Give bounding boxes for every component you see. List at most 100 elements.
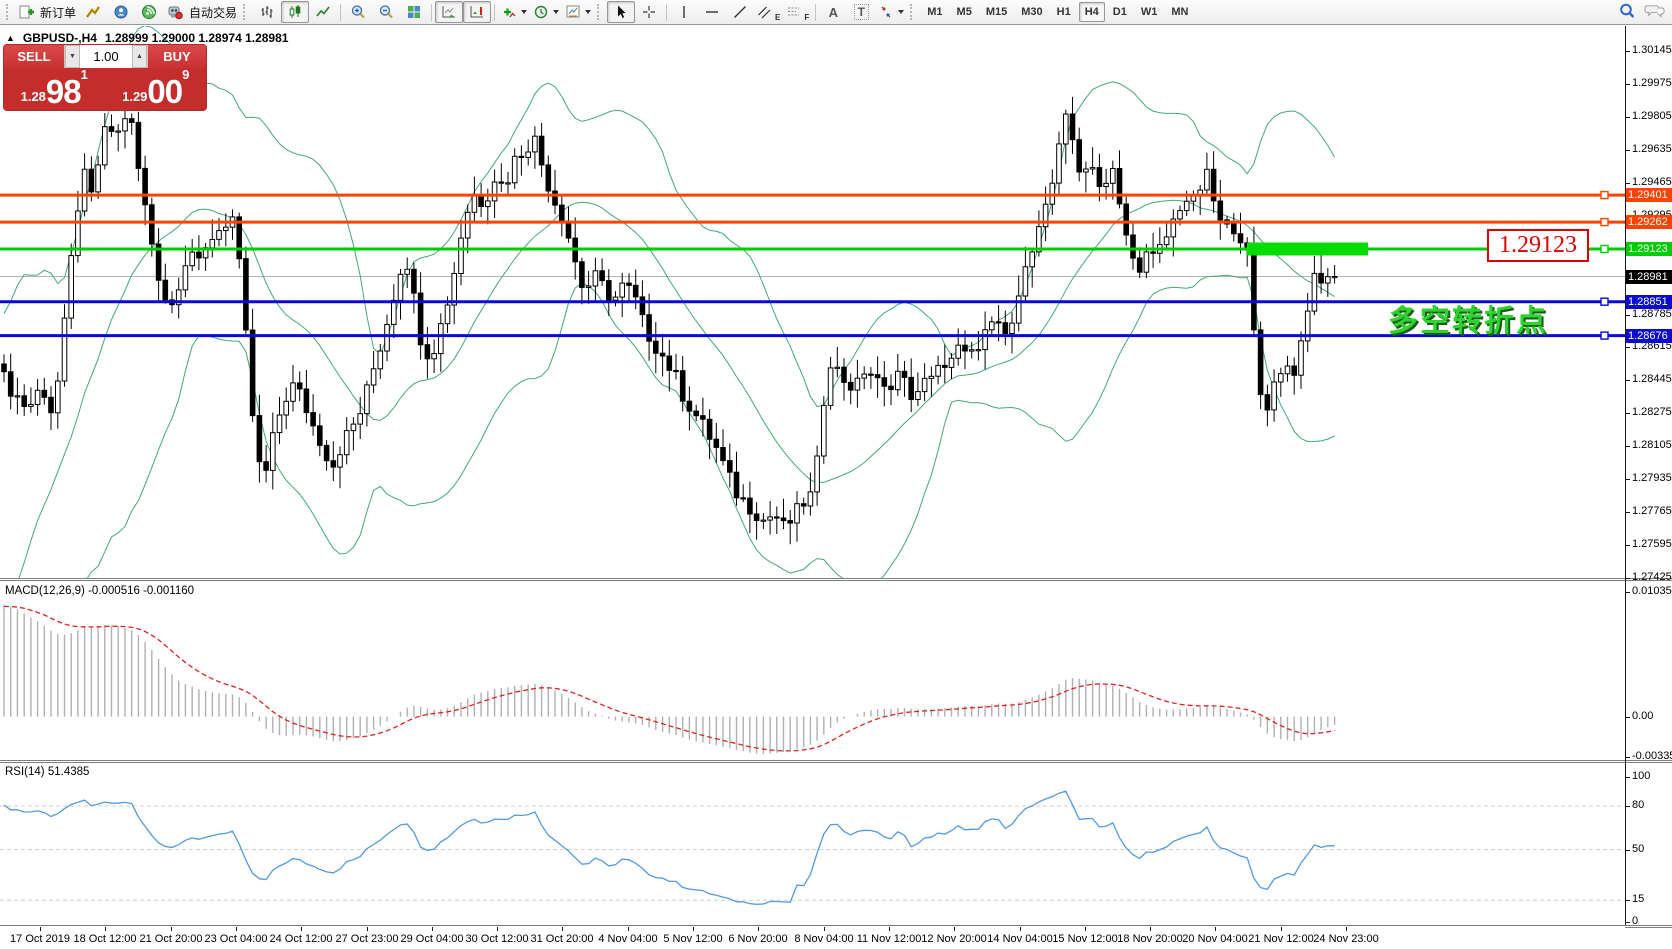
- text-tool-button[interactable]: A: [819, 1, 847, 23]
- charts-button[interactable]: [79, 1, 107, 23]
- price-axis[interactable]: 1.30145 1.29975 1.29805 1.29635 1.29465 1.292…: [1625, 0, 1672, 949]
- equidistant-channel-icon: [758, 6, 771, 19]
- sell-price[interactable]: 1.28 98 1: [4, 68, 105, 110]
- volume-stepper: ▼ 1.00 ▲: [65, 45, 147, 68]
- time-axis-label: 27 Oct 23:00: [335, 933, 399, 945]
- auto-scroll-button[interactable]: [435, 1, 464, 23]
- indicators-button[interactable]: [498, 1, 530, 23]
- highlight-rect-object[interactable]: [1247, 242, 1368, 256]
- crosshair-button[interactable]: [635, 1, 663, 23]
- auto-trading-button[interactable]: 自动交易: [163, 1, 240, 23]
- chart-shift-button[interactable]: [463, 1, 492, 23]
- auto-scroll-icon: [442, 6, 456, 18]
- buy-price-prefix: 1.29: [122, 89, 148, 104]
- rsi-surface[interactable]: [0, 763, 1625, 925]
- horizontal-line-icon: [706, 11, 719, 13]
- timeframe-button-m15[interactable]: M15: [985, 6, 1008, 18]
- buy-price[interactable]: 1.29 00 9: [105, 68, 206, 110]
- toolbar-drag-handle[interactable]: [910, 4, 917, 20]
- timeframe-button-m5[interactable]: M5: [956, 6, 972, 18]
- time-axis-label: 8 Nov 04:00: [794, 933, 854, 945]
- arrows-tool-button[interactable]: [875, 1, 907, 23]
- timeframe-button-d1[interactable]: D1: [1112, 6, 1127, 18]
- price-badge: 1.28676: [1626, 329, 1672, 343]
- rsi-axis-label: 15: [1632, 893, 1645, 905]
- collapse-quote-panel-icon[interactable]: ▲: [6, 33, 15, 43]
- rsi-label: RSI(14) 51.4385: [5, 766, 90, 778]
- price-axis-label: 1.29805: [1632, 110, 1672, 122]
- sell-price-prefix: 1.28: [20, 89, 46, 104]
- new-order-button[interactable]: 新订单: [16, 1, 79, 23]
- toolbar-drag-handle[interactable]: [243, 4, 250, 20]
- price-callout-box[interactable]: 1.29123: [1487, 229, 1589, 262]
- bar-chart-button[interactable]: [253, 1, 281, 23]
- line-selection-handle[interactable]: [1600, 244, 1609, 254]
- candlestick-chart-button[interactable]: [281, 1, 310, 23]
- time-axis[interactable]: 17 Oct 2019 18 Oct 12:00 21 Oct 20:00 23 Oc…: [0, 927, 1625, 949]
- macd-panel: [0, 582, 1625, 760]
- timeframe-button-h1[interactable]: H1: [1056, 6, 1071, 18]
- community-button[interactable]: [107, 1, 135, 23]
- volume-input[interactable]: 1.00: [93, 49, 119, 64]
- arrows-dropdown-caret[interactable]: [898, 10, 905, 14]
- one-click-trading-panel: SELL ▼ 1.00 ▲ BUY 1.28 98 1 1.29 00 9: [4, 45, 206, 110]
- trendline-button[interactable]: [726, 1, 754, 23]
- line-selection-handle[interactable]: [1600, 217, 1609, 227]
- line-chart-button[interactable]: [309, 1, 337, 23]
- panel-separator[interactable]: [0, 760, 1672, 763]
- templates-button[interactable]: [562, 1, 594, 23]
- fibonacci-button[interactable]: F: [783, 1, 812, 23]
- main-chart-surface[interactable]: [0, 26, 1625, 580]
- tile-windows-button[interactable]: [400, 1, 428, 23]
- price-badge: 1.28851: [1626, 295, 1672, 309]
- line-selection-handle[interactable]: [1600, 331, 1609, 340]
- timeframe-button-m30[interactable]: M30: [1021, 6, 1043, 18]
- time-axis-label: 21 Nov 12:00: [1248, 933, 1314, 945]
- time-axis-label: 23 Oct 04:00: [204, 933, 268, 945]
- indicators-dropdown-caret[interactable]: [521, 10, 528, 14]
- cursor-button[interactable]: [607, 1, 636, 23]
- chat-icon[interactable]: [1644, 2, 1666, 20]
- toolbar-drag-handle[interactable]: [597, 4, 604, 20]
- periods-dropdown-caret[interactable]: [553, 10, 560, 14]
- panel-separator[interactable]: [0, 578, 1672, 581]
- turning-point-annotation[interactable]: 多空转折点: [1388, 305, 1548, 338]
- price-axis-label: 1.27425: [1632, 571, 1672, 583]
- search-icon[interactable]: [1618, 2, 1636, 20]
- vertical-line-button[interactable]: [670, 1, 698, 23]
- horizontal-line-button[interactable]: [698, 1, 726, 23]
- volume-decrease-button[interactable]: ▼: [65, 45, 80, 68]
- time-axis-label: 15 Nov 12:00: [1052, 933, 1118, 945]
- macd-surface[interactable]: [0, 582, 1625, 760]
- main-chart-panel: [0, 26, 1625, 580]
- timeframe-button-h4[interactable]: H4: [1078, 2, 1105, 22]
- timeframe-button-mn[interactable]: MN: [1171, 6, 1189, 18]
- signals-button[interactable]: [135, 1, 163, 23]
- time-axis-label: 30 Oct 12:00: [465, 933, 529, 945]
- time-axis-label: 14 Nov 04:00: [987, 933, 1053, 945]
- toolbar-drag-handle[interactable]: [6, 4, 13, 20]
- periods-button[interactable]: [530, 1, 562, 23]
- text-label-button[interactable]: T: [847, 1, 875, 23]
- price-badge: 1.29262: [1626, 215, 1672, 229]
- symbol-title: GBPUSD-,H4: [22, 31, 97, 45]
- buy-button[interactable]: BUY: [148, 45, 206, 68]
- new-order-label: 新订单: [40, 5, 77, 20]
- templates-dropdown-caret[interactable]: [585, 10, 592, 14]
- time-axis-label: 20 Nov 04:00: [1182, 933, 1248, 945]
- candlestick-chart-icon: [289, 5, 301, 18]
- volume-increase-button[interactable]: ▲: [132, 45, 147, 68]
- time-axis-label: 18 Nov 20:00: [1117, 933, 1183, 945]
- equidistant-channel-button[interactable]: E: [754, 1, 783, 23]
- line-selection-handle[interactable]: [1600, 297, 1609, 306]
- zoom-in-button[interactable]: [344, 1, 372, 23]
- time-axis-label: 24 Oct 12:00: [269, 933, 333, 945]
- price-axis-label: 1.30145: [1632, 44, 1672, 56]
- line-selection-handle[interactable]: [1600, 190, 1609, 200]
- zoom-out-button[interactable]: [372, 1, 400, 23]
- toolbar-separator: [431, 3, 433, 21]
- time-axis-label: 29 Oct 04:00: [400, 933, 464, 945]
- sell-button[interactable]: SELL: [4, 45, 64, 68]
- timeframe-button-w1[interactable]: W1: [1140, 6, 1158, 18]
- timeframe-button-m1[interactable]: M1: [927, 6, 943, 18]
